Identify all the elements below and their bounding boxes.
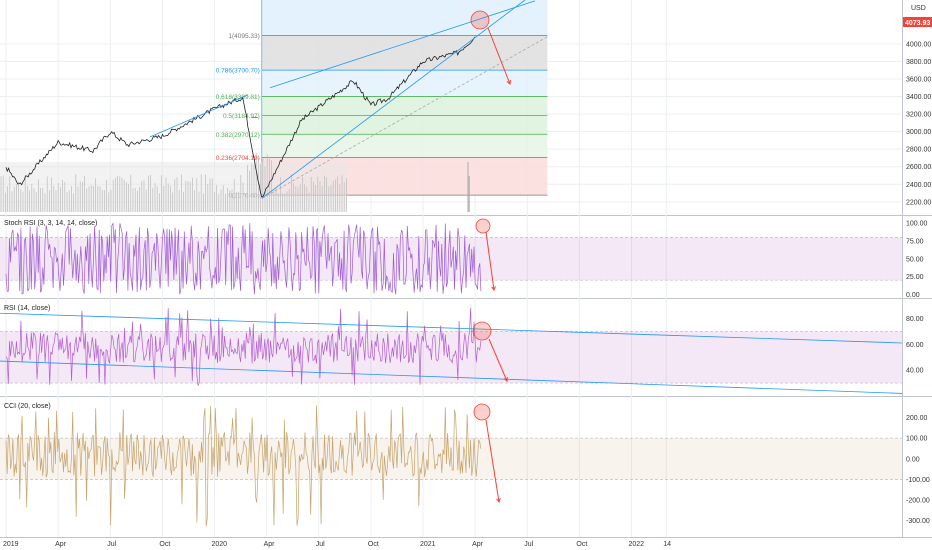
x-tick-label: 2022 [629, 541, 645, 548]
x-tick-label: Jul [107, 541, 116, 548]
price-drawings[interactable] [149, 0, 549, 199]
volume-bars [0, 152, 470, 212]
annotation-arrowhead [506, 79, 511, 85]
oscillator-tick-label: 25.00 [906, 274, 924, 281]
x-tick-label: 14 [663, 541, 671, 548]
price-tick-label: 3000.00 [906, 129, 931, 136]
price-axis[interactable]: USD 4073.93 4000.00 3800.00 3600.00 3400.00… [903, 5, 932, 206]
annotation-circle [473, 403, 491, 421]
stoch-rsi-pane[interactable]: Stoch RSI (3, 3, 14, 14, close) 100.00 75… [0, 218, 928, 299]
channel-lower-line [261, 0, 526, 199]
rsi-trend-line-upper [0, 312, 903, 344]
oscillator-tick-label: 60.00 [906, 342, 924, 349]
currency-label: USD [911, 5, 926, 12]
stoch-rsi-title: Stoch RSI (3, 3, 14, 14, close) [4, 220, 97, 227]
price-series-line [5, 36, 476, 198]
oscillator-tick-label: 0.00 [906, 456, 920, 463]
annotation-arrowhead [503, 376, 508, 382]
stoch_rsi-series-line [5, 222, 482, 295]
annotation-arrow [487, 27, 511, 85]
fib-level-label: 0.236(2704.19) [216, 155, 260, 162]
fib-zone [261, 115, 548, 135]
price-pane[interactable]: 1(4095.33) 0.786(3700.70) 0.618(3399.81) 0.… [0, 0, 549, 212]
time-axis[interactable]: 2019 Apr Jul Oct 2020 Apr Jul Oct 2021 Apr Jul Oct 2… [3, 541, 671, 548]
fib-level-label: 0.5(3184.97) [223, 113, 260, 120]
fib-level-label: 0.618(3399.81) [216, 94, 260, 101]
oscillator-tick-label: 100.00 [906, 221, 928, 228]
channel-segment [149, 94, 249, 138]
cci-series-line [5, 405, 482, 527]
cci-title: CCI (20, close) [4, 403, 51, 410]
fib-zone [261, 0, 548, 36]
price-tick-label: 2400.00 [906, 182, 931, 189]
price-tick-label: 2600.00 [906, 164, 931, 171]
x-tick-label: Apr [55, 541, 67, 548]
fib-zone [261, 134, 548, 158]
price-tick-label: 3400.00 [906, 94, 931, 101]
annotation-circle [472, 321, 492, 341]
annotation-arrowhead [496, 498, 501, 504]
oscillator-tick-label: 200.00 [906, 415, 928, 422]
oscillator-tick-label: 0.00 [906, 292, 920, 299]
last-price-value: 4073.93 [905, 20, 930, 27]
x-tick-label: Oct [159, 541, 170, 548]
channel-upper-line [269, 0, 536, 89]
price-tick-label: 4000.00 [906, 41, 931, 48]
x-tick-label: Oct [576, 541, 587, 548]
oscillator-tick-label: -200.00 [906, 497, 930, 504]
price-tick-label: 3800.00 [906, 59, 931, 66]
rsi-trend-line-lower [0, 360, 903, 394]
oscillator-tick-label: -100.00 [906, 477, 930, 484]
fibonacci-retracement[interactable]: 1(4095.33) 0.786(3700.70) 0.618(3399.81) 0.… [216, 0, 548, 200]
overbought-oversold-band [0, 438, 902, 480]
x-tick-label: Apr [264, 541, 276, 548]
rsi-series-line [5, 308, 482, 386]
price-tick-label: 3600.00 [906, 76, 931, 83]
last-price-badge: 4073.93 [903, 17, 932, 27]
oscillator-tick-label: 100.00 [906, 436, 928, 443]
x-tick-label: Apr [472, 541, 484, 548]
oscillator-tick-label: -300.00 [906, 518, 930, 525]
x-tick-label: Oct [368, 541, 379, 548]
x-tick-label: Jul [524, 541, 533, 548]
x-tick-label: 2020 [212, 541, 228, 548]
annotation-circle [475, 218, 491, 234]
rsi-title: RSI (14, close) [4, 305, 50, 312]
annotation-arrowhead [491, 286, 496, 292]
x-tick-label: 2019 [3, 541, 19, 548]
annotation-arrow [485, 231, 495, 291]
fib-level-label: 0.786(3700.70) [216, 68, 260, 75]
fib-zone [261, 96, 548, 116]
oscillator-tick-label: 40.00 [906, 368, 924, 375]
x-tick-label: Jul [316, 541, 325, 548]
fib-zone [261, 35, 548, 71]
fib-level-label: 0.382(2970.12) [216, 132, 260, 139]
price-tick-label: 3200.00 [906, 112, 931, 119]
oscillator-tick-label: 75.00 [906, 238, 924, 245]
annotation-arrow [488, 338, 508, 382]
x-tick-label: 2021 [420, 541, 436, 548]
oscillator-tick-label: 50.00 [906, 256, 924, 263]
fib-zone [261, 70, 548, 97]
rsi-pane[interactable]: RSI (14, close) 80.00 60.00 40.00 [0, 305, 924, 394]
price-tick-label: 2200.00 [906, 199, 931, 206]
fib-level-label: 1(4095.33) [228, 33, 259, 40]
price-tick-label: 2800.00 [906, 147, 931, 154]
annotation-circle [470, 10, 490, 30]
cci-pane[interactable]: CCI (20, close) 200.00 100.00 0.00 -100.00 -… [0, 403, 930, 527]
oscillator-tick-label: 80.00 [906, 316, 924, 323]
annotation-arrow [485, 419, 500, 503]
volume-shade [0, 162, 347, 212]
